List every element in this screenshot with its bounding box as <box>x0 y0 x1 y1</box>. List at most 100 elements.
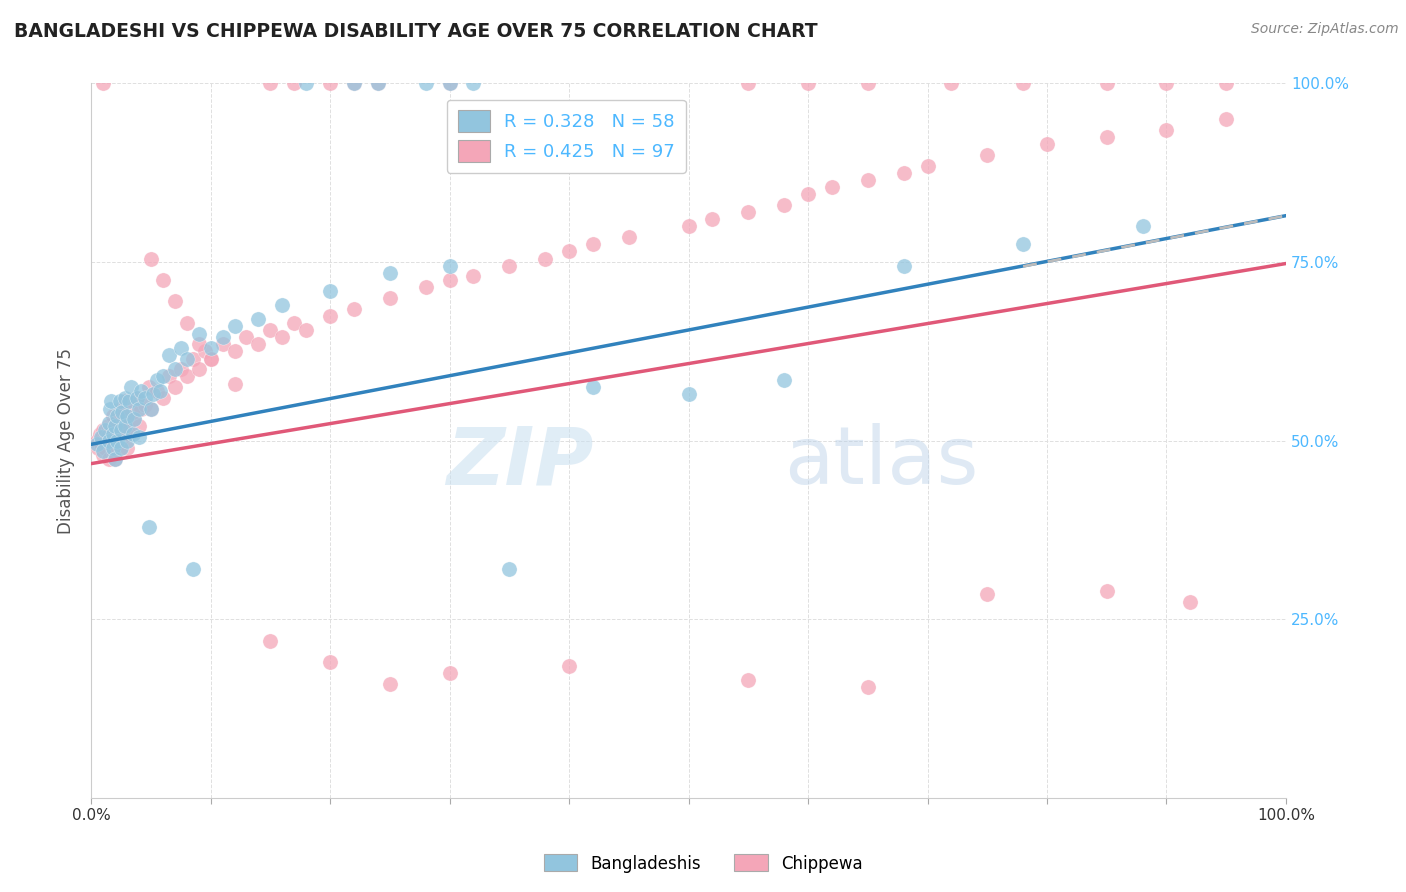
Point <box>187 362 209 376</box>
Point <box>139 401 162 416</box>
Point <box>122 412 145 426</box>
Point <box>138 380 160 394</box>
Point <box>146 384 169 398</box>
Point <box>976 587 998 601</box>
Point <box>111 405 134 419</box>
Point <box>94 441 117 455</box>
Point <box>367 77 389 91</box>
Point <box>89 426 111 441</box>
Point <box>558 244 581 259</box>
Point <box>121 405 143 419</box>
Point <box>146 373 169 387</box>
Text: ZIP: ZIP <box>446 423 593 501</box>
Point <box>1095 130 1118 145</box>
Point <box>259 323 281 337</box>
Point <box>737 205 759 219</box>
Point <box>128 419 150 434</box>
Point <box>111 430 134 444</box>
Point <box>114 416 136 430</box>
Point <box>463 77 485 91</box>
Point <box>271 330 294 344</box>
Point <box>152 369 174 384</box>
Point <box>737 673 759 688</box>
Point <box>152 391 174 405</box>
Point <box>439 273 461 287</box>
Point <box>114 391 136 405</box>
Point <box>319 655 342 669</box>
Point <box>295 77 318 91</box>
Point <box>224 344 246 359</box>
Point <box>101 444 124 458</box>
Point <box>152 273 174 287</box>
Point <box>224 319 246 334</box>
Point <box>224 376 246 391</box>
Point <box>122 426 145 441</box>
Point <box>194 344 217 359</box>
Point <box>131 401 153 416</box>
Point <box>797 77 820 91</box>
Point <box>678 219 700 234</box>
Point <box>98 426 121 441</box>
Point <box>856 77 879 91</box>
Point <box>110 441 132 455</box>
Point <box>87 441 110 455</box>
Point <box>773 198 796 212</box>
Point <box>91 444 114 458</box>
Point <box>187 326 209 341</box>
Point <box>893 166 915 180</box>
Point <box>101 441 124 455</box>
Point <box>138 519 160 533</box>
Point <box>1215 77 1237 91</box>
Point <box>582 237 605 252</box>
Text: Source: ZipAtlas.com: Source: ZipAtlas.com <box>1251 22 1399 37</box>
Point <box>91 77 114 91</box>
Point <box>128 401 150 416</box>
Point <box>115 409 138 423</box>
Point <box>110 423 132 437</box>
Point <box>176 351 198 366</box>
Point <box>115 419 138 434</box>
Point <box>295 323 318 337</box>
Point <box>439 259 461 273</box>
Point <box>107 409 129 423</box>
Point <box>378 266 401 280</box>
Point <box>86 437 108 451</box>
Point <box>163 362 186 376</box>
Point <box>737 77 759 91</box>
Point <box>131 384 153 398</box>
Point <box>118 394 141 409</box>
Point <box>98 437 121 451</box>
Point <box>98 451 121 466</box>
Point <box>125 391 148 405</box>
Point <box>797 187 820 202</box>
Point <box>114 394 136 409</box>
Point <box>678 387 700 401</box>
Point <box>86 434 108 448</box>
Point <box>319 284 342 298</box>
Point <box>157 348 180 362</box>
Point <box>893 259 915 273</box>
Point <box>101 426 124 441</box>
Point <box>319 77 342 91</box>
Point <box>142 387 165 401</box>
Point <box>941 77 963 91</box>
Point <box>120 380 142 394</box>
Point <box>122 412 145 426</box>
Point <box>1012 77 1035 91</box>
Point <box>149 384 172 398</box>
Text: BANGLADESHI VS CHIPPEWA DISABILITY AGE OVER 75 CORRELATION CHART: BANGLADESHI VS CHIPPEWA DISABILITY AGE O… <box>14 22 818 41</box>
Point <box>1132 219 1154 234</box>
Point <box>170 362 193 376</box>
Point <box>108 394 131 409</box>
Point <box>125 391 148 405</box>
Point <box>283 316 305 330</box>
Point <box>247 312 270 326</box>
Point <box>200 351 222 366</box>
Point <box>114 419 136 434</box>
Point <box>211 337 233 351</box>
Point <box>856 681 879 695</box>
Point <box>917 159 939 173</box>
Point <box>271 298 294 312</box>
Point <box>343 301 366 316</box>
Point <box>176 316 198 330</box>
